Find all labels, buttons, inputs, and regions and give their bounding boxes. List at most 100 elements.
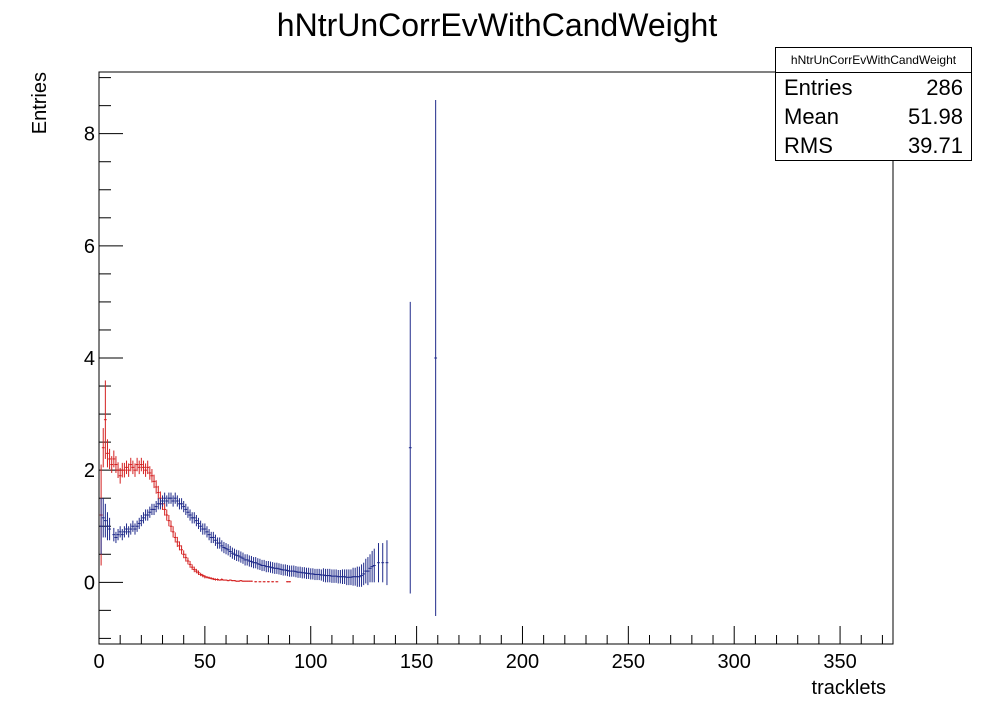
data-point	[188, 561, 192, 568]
data-point	[135, 520, 139, 532]
data-point	[220, 578, 224, 581]
data-point	[180, 498, 183, 510]
data-point	[235, 549, 239, 562]
data-point	[205, 576, 209, 579]
data-point	[178, 541, 181, 551]
data-point	[156, 485, 160, 500]
data-point	[165, 509, 169, 521]
data-point	[203, 575, 207, 579]
data-point	[125, 523, 128, 535]
x-axis-label: tracklets	[812, 677, 886, 699]
data-point	[165, 495, 169, 507]
data-point	[211, 577, 215, 581]
data-point	[262, 559, 266, 572]
data-point	[116, 529, 120, 541]
data-point	[269, 561, 272, 573]
x-tick-label: 250	[612, 651, 645, 673]
data-point	[266, 561, 270, 573]
data-point	[205, 526, 209, 538]
data-point	[112, 527, 116, 542]
data-point	[247, 555, 251, 567]
stats-label: RMS	[784, 133, 833, 158]
data-point	[182, 550, 186, 559]
data-point	[182, 501, 186, 513]
data-point	[271, 581, 275, 583]
stats-row-mean: Mean 51.98	[776, 102, 971, 131]
y-tick-label: 8	[84, 124, 95, 146]
data-point	[381, 543, 385, 583]
data-point	[307, 567, 311, 579]
data-point	[106, 512, 109, 541]
data-point	[146, 460, 150, 475]
data-point	[218, 579, 222, 581]
data-point	[377, 543, 380, 583]
data-point	[226, 544, 230, 556]
data-point	[385, 540, 389, 586]
data-point	[216, 578, 219, 581]
data-point	[154, 501, 158, 513]
data-point	[275, 581, 279, 583]
data-point	[245, 554, 249, 566]
plot-frame	[98, 71, 894, 645]
data-point	[277, 563, 281, 575]
stats-value: 51.98	[907, 104, 963, 129]
data-point	[142, 512, 145, 524]
data-point	[241, 552, 245, 564]
x-tick-label: 150	[400, 651, 433, 673]
data-point	[173, 492, 177, 504]
data-point	[125, 460, 128, 475]
data-point	[298, 566, 302, 578]
chart-title: hNtrUnCorrEvWithCandWeight	[277, 7, 718, 43]
data-point	[360, 564, 363, 587]
data-point	[173, 532, 177, 543]
y-tick-label: 6	[84, 236, 95, 258]
data-point	[258, 581, 262, 583]
stats-title: hNtrUnCorrEvWithCandWeight	[776, 48, 971, 73]
data-point	[123, 462, 126, 478]
data-point	[133, 463, 137, 477]
data-point	[118, 467, 122, 484]
data-point	[254, 557, 258, 569]
data-point	[283, 564, 287, 576]
data-point	[322, 568, 325, 582]
data-point	[146, 509, 150, 521]
data-series	[99, 100, 438, 616]
data-point	[127, 463, 131, 477]
data-point	[142, 460, 145, 475]
data-point	[150, 469, 154, 483]
data-point	[139, 457, 143, 472]
data-point	[233, 580, 236, 582]
data-point	[188, 509, 192, 521]
data-point	[184, 553, 188, 562]
data-point	[114, 456, 118, 473]
data-point	[222, 541, 226, 554]
data-point	[368, 554, 372, 583]
data-point	[237, 550, 241, 562]
data-point	[197, 517, 200, 530]
y-axis: 0 2 4 6 8	[84, 77, 123, 639]
data-point	[152, 474, 156, 489]
data-point	[370, 550, 374, 583]
data-point	[230, 547, 234, 559]
data-point	[226, 580, 230, 582]
data-point	[328, 568, 332, 583]
data-point	[186, 506, 190, 518]
data-point	[207, 529, 211, 541]
data-point	[358, 566, 361, 587]
data-point	[184, 503, 188, 516]
data-point	[135, 457, 139, 472]
data-point	[123, 526, 126, 538]
data-point	[110, 456, 114, 473]
data-point	[194, 515, 198, 527]
data-point	[163, 503, 167, 516]
x-tick-label: 300	[718, 651, 751, 673]
data-point	[154, 480, 158, 494]
data-point	[169, 492, 173, 504]
data-point	[137, 460, 141, 475]
x-tick-label: 350	[823, 651, 856, 673]
data-point	[317, 568, 321, 581]
data-point	[237, 580, 241, 582]
y-axis-label: Entries	[29, 72, 51, 134]
data-point	[120, 529, 124, 541]
